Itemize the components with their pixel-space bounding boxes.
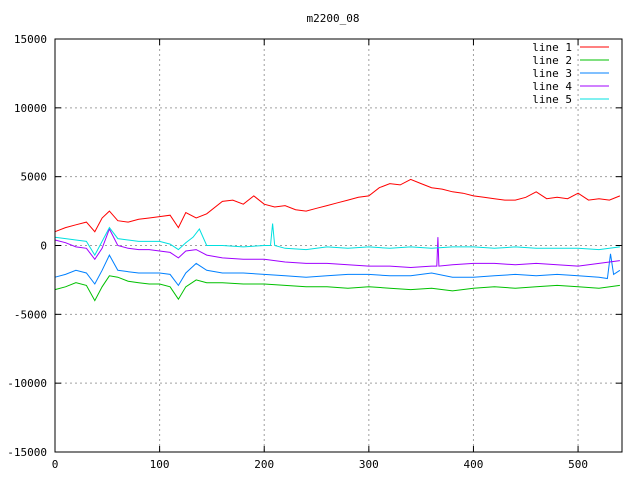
series-line-4 bbox=[54, 227, 620, 269]
y-tick-label: 0 bbox=[40, 240, 47, 253]
legend-label: line 2 bbox=[532, 54, 572, 67]
y-tick-label: 5000 bbox=[21, 171, 48, 184]
y-tick-label: -5000 bbox=[14, 308, 47, 321]
chart-title: m2200_08 bbox=[307, 12, 360, 25]
x-tick-label: 400 bbox=[464, 458, 484, 471]
x-tick-label: 100 bbox=[150, 458, 170, 471]
x-tick-label: 500 bbox=[568, 458, 588, 471]
plot-border bbox=[54, 38, 623, 453]
series-line-5 bbox=[54, 223, 620, 257]
y-tick-label: 10000 bbox=[14, 102, 47, 115]
series-line-2 bbox=[54, 275, 620, 302]
legend-label: line 1 bbox=[532, 41, 572, 54]
x-tick-label: 200 bbox=[254, 458, 274, 471]
series-line-1 bbox=[54, 178, 621, 233]
y-tick-label: 15000 bbox=[14, 33, 47, 46]
legend-label: line 3 bbox=[532, 67, 572, 80]
x-tick-label: 300 bbox=[359, 458, 379, 471]
legend-label: line 5 bbox=[532, 93, 572, 106]
y-tick-label: -10000 bbox=[7, 377, 47, 390]
x-tick-label: 0 bbox=[52, 458, 59, 471]
series-lines bbox=[54, 178, 621, 302]
series-line-3 bbox=[54, 253, 621, 287]
legend-label: line 4 bbox=[532, 80, 572, 93]
y-tick-label: -15000 bbox=[7, 446, 47, 459]
